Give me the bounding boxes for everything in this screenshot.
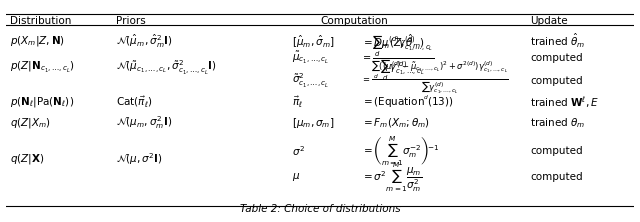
Text: $\mathcal{N}(\tilde{\mu}_{c_1,\ldots,c_L}, \tilde{\sigma}^2_{c_1,\ldots,c_L}\mat: $\mathcal{N}(\tilde{\mu}_{c_1,\ldots,c_L… xyxy=(116,58,217,77)
Text: trained $\theta_m$: trained $\theta_m$ xyxy=(530,116,586,130)
Text: $p(\mathbf{N}_\ell|\mathrm{Pa}(\mathbf{N}_\ell))$: $p(\mathbf{N}_\ell|\mathrm{Pa}(\mathbf{N… xyxy=(10,95,74,109)
Text: $= (\mathrm{Equation\ (13)})$: $= (\mathrm{Equation\ (13)})$ xyxy=(361,95,453,109)
Text: $q(Z|\mathbf{X})$: $q(Z|\mathbf{X})$ xyxy=(10,152,44,166)
Text: computed: computed xyxy=(530,75,583,85)
Text: $p(X_m|Z, \mathbf{N})$: $p(X_m|Z, \mathbf{N})$ xyxy=(10,34,65,48)
Text: Table 2: Choice of distributions: Table 2: Choice of distributions xyxy=(240,204,400,214)
Text: $p(Z|\mathbf{N}_{c_1,\ldots,c_L})$: $p(Z|\mathbf{N}_{c_1,\ldots,c_L})$ xyxy=(10,60,74,75)
Text: $= F_m(X_m;\theta_m)$: $= F_m(X_m;\theta_m)$ xyxy=(361,116,429,130)
Text: computed: computed xyxy=(530,53,583,63)
Text: $\vec{\pi}_\ell$: $\vec{\pi}_\ell$ xyxy=(292,95,303,110)
Text: computed: computed xyxy=(530,146,583,156)
Text: Distribution: Distribution xyxy=(10,16,71,26)
Text: $\tilde{\sigma}^2_{c_1,\ldots,c_L}$: $\tilde{\sigma}^2_{c_1,\ldots,c_L}$ xyxy=(292,71,329,89)
Text: $\mathcal{N}(\mu_m, \sigma_m^2\mathbf{I})$: $\mathcal{N}(\mu_m, \sigma_m^2\mathbf{I}… xyxy=(116,115,172,131)
Text: $\mathrm{Cat}(\vec{\pi}_\ell)$: $\mathrm{Cat}(\vec{\pi}_\ell)$ xyxy=(116,95,152,110)
Text: $\mathcal{N}(\mu, \sigma^2\mathbf{I})$: $\mathcal{N}(\mu, \sigma^2\mathbf{I})$ xyxy=(116,151,163,167)
Text: $= \sigma^2\sum_{m=1}^{M}\dfrac{\mu_m}{\sigma_m^2}$: $= \sigma^2\sum_{m=1}^{M}\dfrac{\mu_m}{\… xyxy=(361,161,422,194)
Text: $\mu$: $\mu$ xyxy=(292,171,300,183)
Text: $=\dfrac{\sum_d((\mu^{(d)}-\tilde{\mu}_{c_1,\ldots,c_L})^2+\sigma^{2(d)})\gamma^: $=\dfrac{\sum_d((\mu^{(d)}-\tilde{\mu}_{… xyxy=(361,59,509,102)
Text: $[\hat{\mu}_m, \hat{\sigma}_m]$: $[\hat{\mu}_m, \hat{\sigma}_m]$ xyxy=(292,33,335,50)
Text: $\tilde{\mu}_{c_1,\ldots,c_L}$: $\tilde{\mu}_{c_1,\ldots,c_L}$ xyxy=(292,50,330,66)
Text: $q(Z|X_m)$: $q(Z|X_m)$ xyxy=(10,116,51,130)
Text: $=\dfrac{\sum_d \mu^{(d)}\gamma^{(d)}_{c_1,\ldots,c_L}}{\sum_d \gamma^{(d)}_{c_1: $=\dfrac{\sum_d \mu^{(d)}\gamma^{(d)}_{c… xyxy=(361,33,434,83)
Text: trained $\mathbf{W}^\ell, E$: trained $\mathbf{W}^\ell, E$ xyxy=(530,95,599,110)
Text: $= \left(\sum_{m=1}^{M} \sigma_m^{-2}\right)^{-1}$: $= \left(\sum_{m=1}^{M} \sigma_m^{-2}\ri… xyxy=(361,135,440,168)
Text: Update: Update xyxy=(530,16,568,26)
Text: Priors: Priors xyxy=(116,16,146,26)
Text: $= D_m(Z;\hat{\theta}_m)$: $= D_m(Z;\hat{\theta}_m)$ xyxy=(361,32,424,50)
Text: $\mathcal{N}(\hat{\mu}_m, \hat{\sigma}_m^2\mathbf{I})$: $\mathcal{N}(\hat{\mu}_m, \hat{\sigma}_m… xyxy=(116,33,173,50)
Text: $[\mu_m, \sigma_m]$: $[\mu_m, \sigma_m]$ xyxy=(292,116,334,130)
Text: Computation: Computation xyxy=(320,16,388,26)
Text: trained $\hat{\theta}_m$: trained $\hat{\theta}_m$ xyxy=(530,32,586,50)
Text: computed: computed xyxy=(530,172,583,182)
Text: $\sigma^2$: $\sigma^2$ xyxy=(292,144,305,158)
